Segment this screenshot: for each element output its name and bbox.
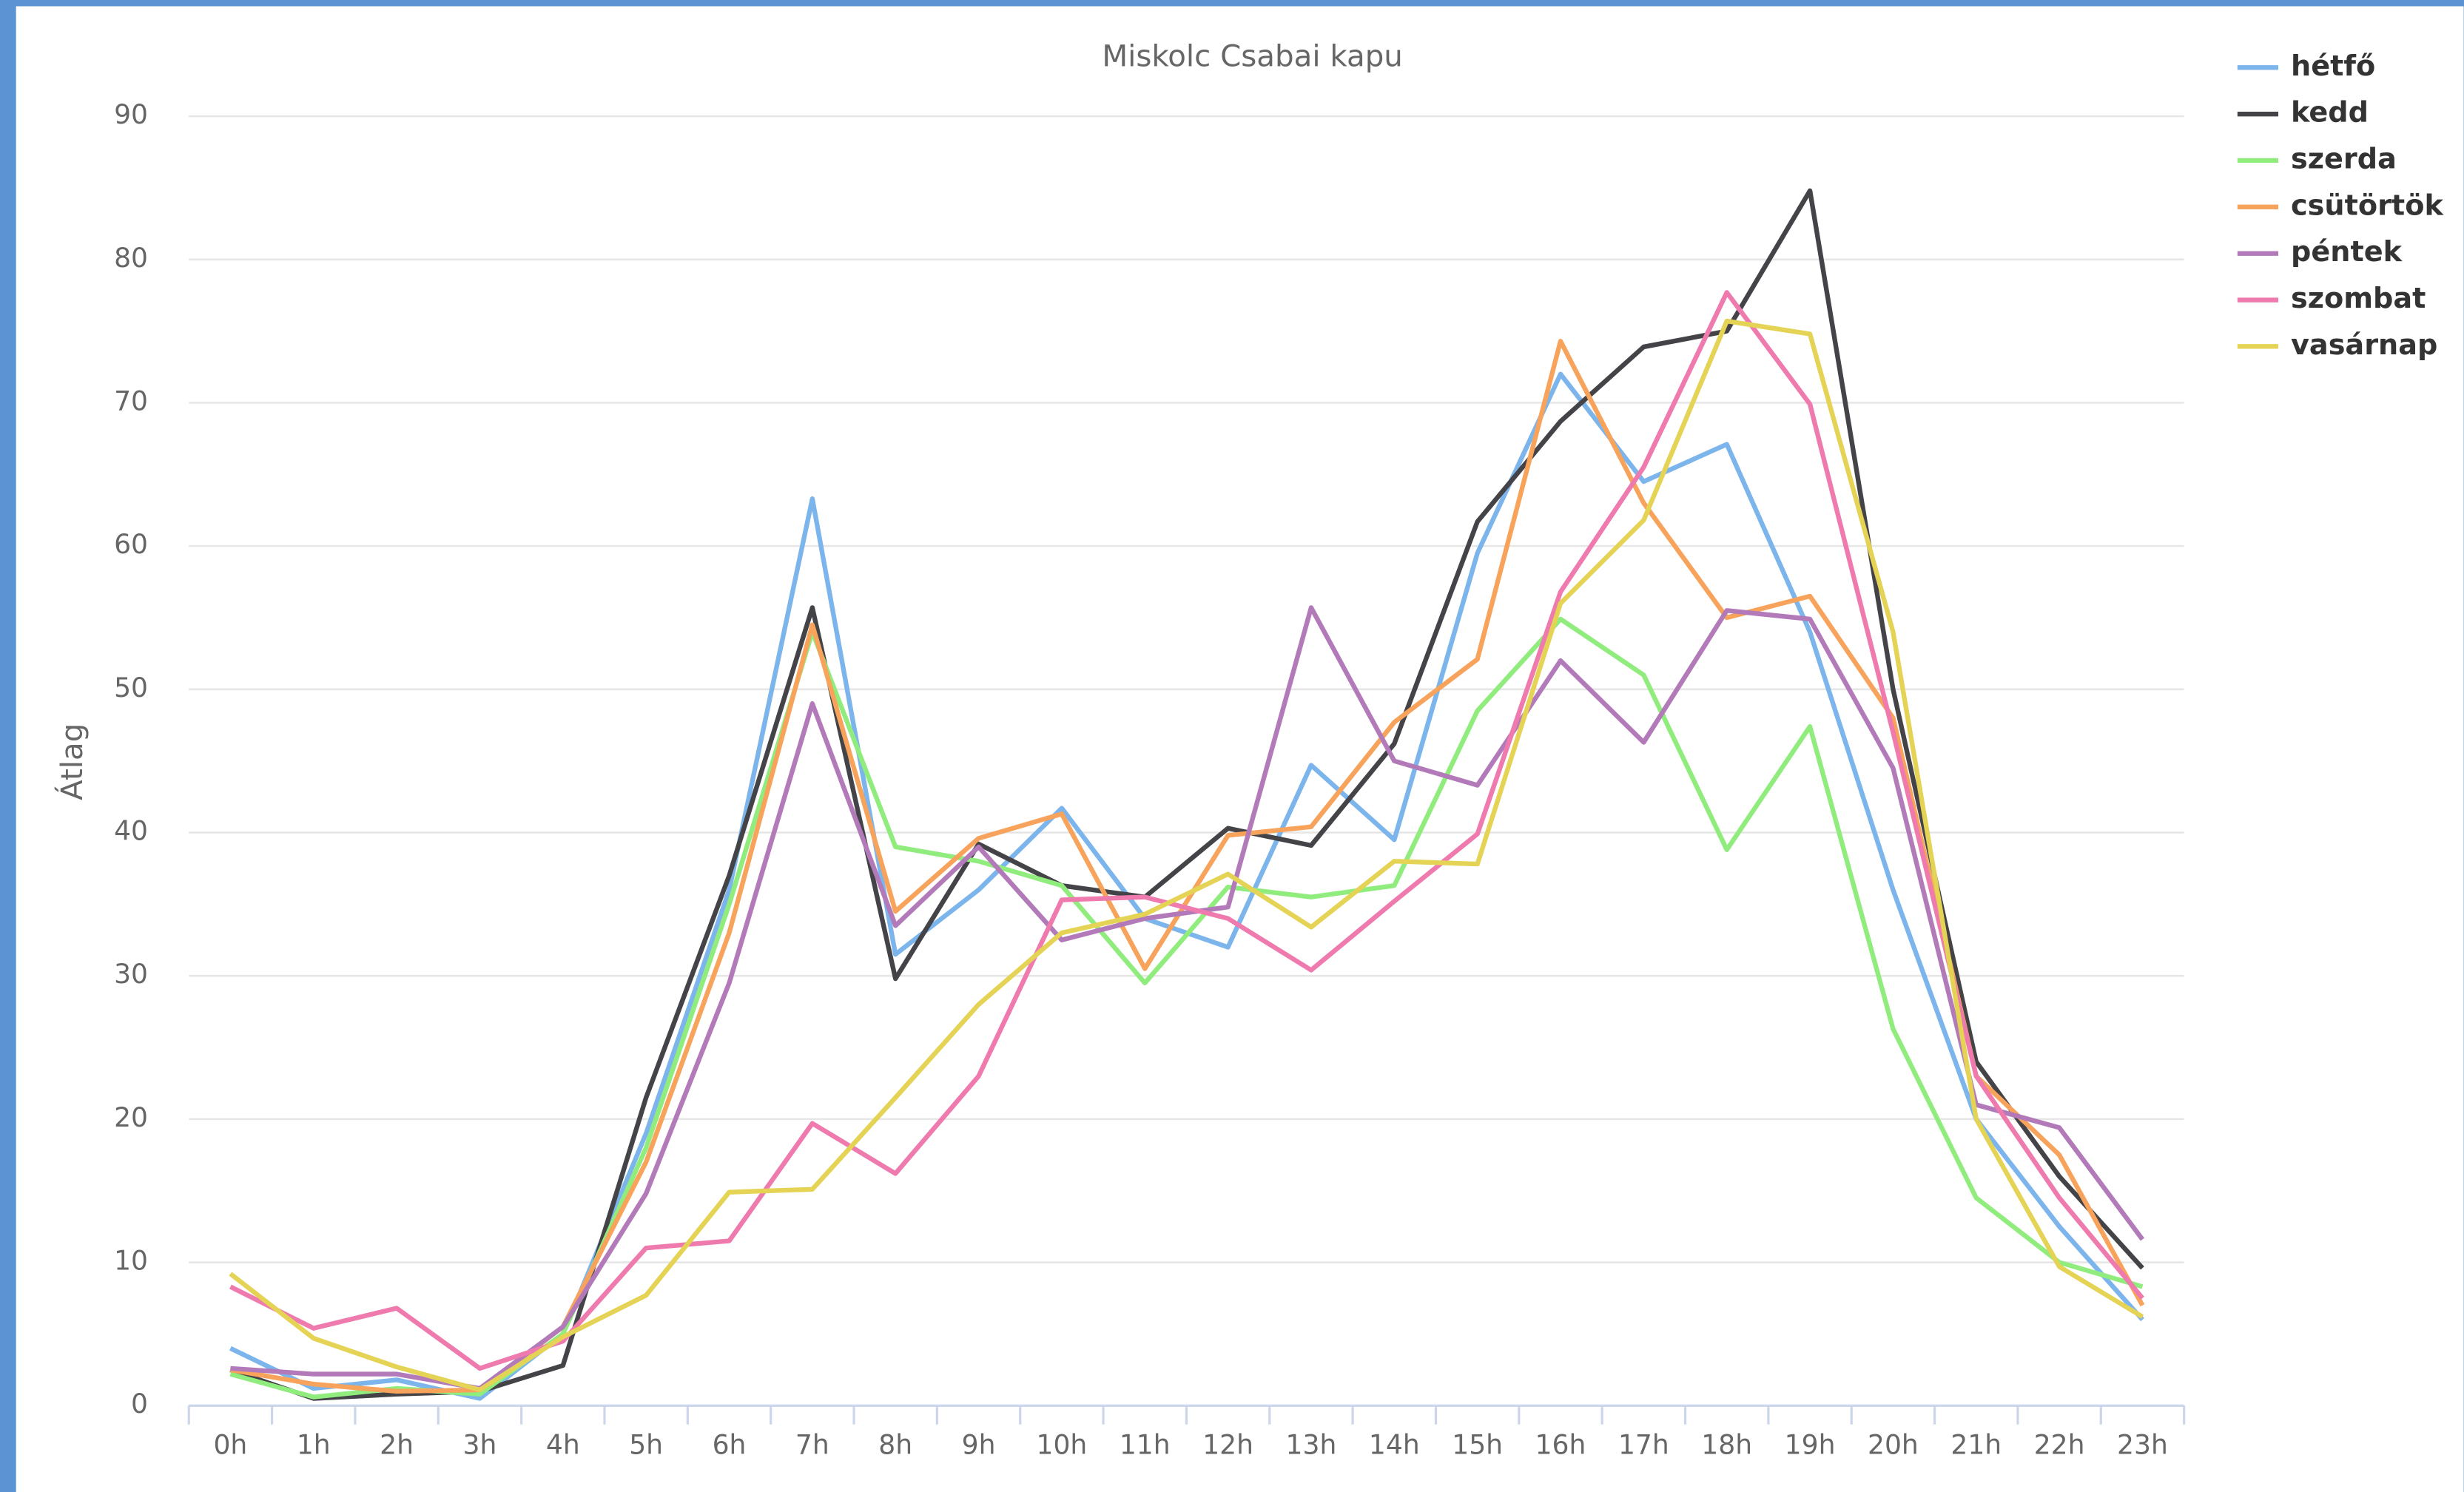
x-tick-label: 23h [2117, 1429, 2168, 1460]
y-tick-label: 40 [114, 816, 148, 847]
x-tick-label: 20h [1868, 1429, 1919, 1460]
legend-label: péntek [2291, 236, 2403, 269]
x-tick-label: 13h [1286, 1429, 1337, 1460]
x-tick-label: 22h [2034, 1429, 2085, 1460]
y-tick-label: 0 [131, 1388, 148, 1420]
y-tick-label: 20 [114, 1102, 148, 1133]
x-tick-label: 15h [1452, 1429, 1503, 1460]
x-tick-label: 12h [1202, 1429, 1253, 1460]
y-axis-title: Átlag [54, 723, 90, 800]
x-tick-label: 5h [629, 1429, 663, 1460]
x-tick-label: 18h [1701, 1429, 1752, 1460]
y-tick-label: 90 [114, 99, 148, 130]
series-line [229, 188, 2144, 1401]
y-tick-label: 60 [114, 529, 148, 560]
x-tick-label: 19h [1785, 1429, 1836, 1460]
legend-label: csütörtök [2291, 189, 2444, 222]
x-tick-label: 11h [1120, 1429, 1171, 1460]
x-tick-label: 3h [463, 1429, 497, 1460]
x-tick-label: 10h [1037, 1429, 1088, 1460]
chart-title: Miskolc Csabai kapu [1102, 39, 1403, 74]
series-line [230, 605, 2145, 1391]
y-tick-label: 80 [114, 243, 148, 274]
x-tick-label: 7h [795, 1429, 829, 1460]
legend-label: szerda [2291, 143, 2397, 175]
legend-label: hétfő [2291, 50, 2375, 83]
x-tick-label: 8h [878, 1429, 912, 1460]
y-tick-label: 70 [114, 385, 148, 416]
x-tick-label: 4h [546, 1429, 580, 1460]
y-tick-label: 30 [114, 959, 148, 990]
legend-label: vasárnap [2291, 329, 2437, 362]
legend-label: kedd [2291, 97, 2369, 129]
y-tick-label: 10 [114, 1246, 148, 1277]
x-tick-label: 6h [713, 1429, 747, 1460]
x-tick-label: 2h [380, 1429, 414, 1460]
x-tick-label: 0h [213, 1429, 247, 1460]
x-tick-label: 9h [962, 1429, 996, 1460]
x-tick-label: 16h [1535, 1429, 1586, 1460]
series-line [229, 318, 2144, 1393]
x-tick-label: 21h [1950, 1429, 2002, 1460]
x-tick-label: 17h [1618, 1429, 1669, 1460]
y-tick-label: 50 [114, 672, 148, 703]
x-tick-label: 1h [297, 1429, 331, 1460]
legend-label: szombat [2291, 283, 2426, 315]
chart-background [16, 6, 2464, 1492]
x-tick-label: 14h [1369, 1429, 1420, 1460]
